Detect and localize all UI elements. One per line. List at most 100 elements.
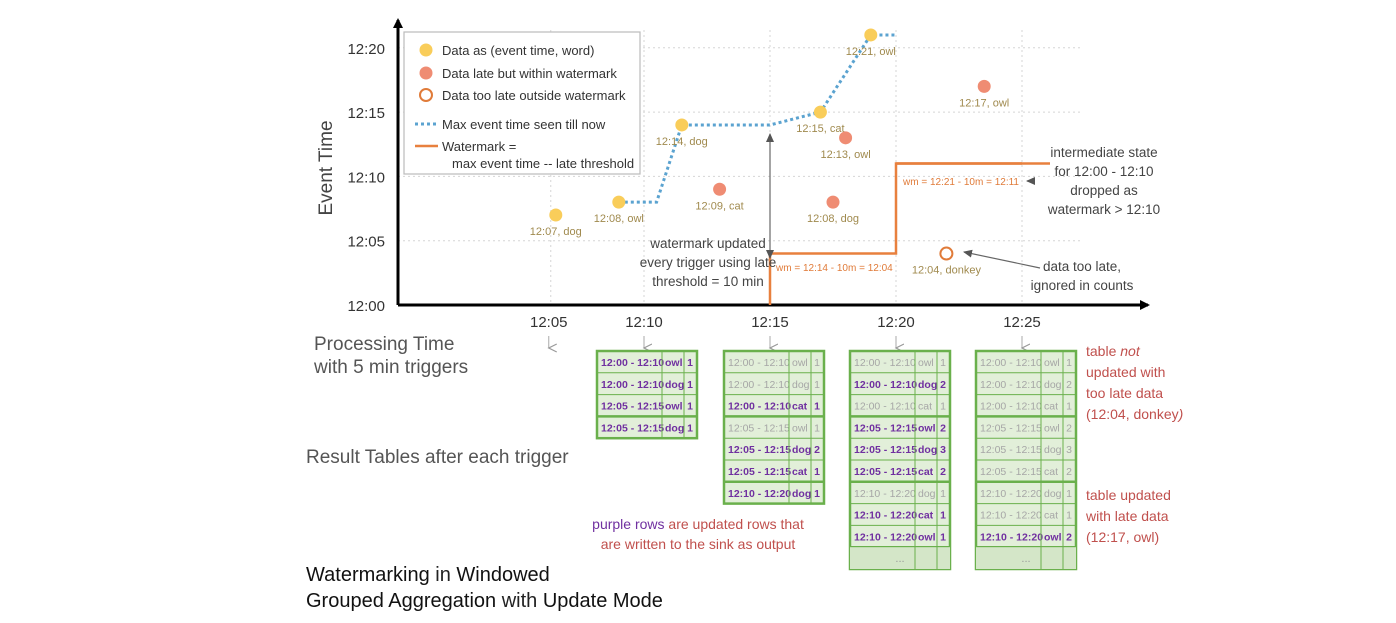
table-cell-window: 12:10 - 12:20 [980, 510, 1042, 522]
table-cell-count: 2 [1066, 379, 1072, 391]
table-cell-window: 12:00 - 12:10 [728, 379, 790, 391]
table-ellipsis-bg [976, 547, 1076, 569]
point-label: 12:04, donkey [912, 265, 982, 277]
table-cell-window: 12:00 - 12:10 [980, 357, 1042, 369]
table-cell-key: dog [918, 488, 936, 500]
data-point [813, 105, 827, 119]
table-cell-count: 1 [687, 357, 693, 369]
table-cell-window: 12:10 - 12:20 [728, 488, 791, 500]
table-cell-count: 1 [814, 401, 820, 413]
chart-series [618, 33, 1050, 305]
table-cell-window: 12:00 - 12:10 [980, 379, 1042, 391]
table-cell-count: 1 [687, 422, 693, 434]
table-cell-window: 12:00 - 12:10 [601, 357, 664, 369]
table-cell-count: 1 [940, 357, 946, 369]
table-cell-key: owl [792, 422, 808, 434]
intermediate-state-note: intermediate state for 12:00 - 12:10 dro… [1047, 145, 1161, 217]
table-cell-window: 12:05 - 12:15 [980, 466, 1042, 478]
table-cell-window: 12:05 - 12:15 [601, 422, 664, 434]
table-cell-count: 1 [1066, 488, 1072, 500]
x-tick-label: 12:20 [877, 314, 915, 331]
late-point [977, 79, 991, 93]
table-cell-key: cat [792, 466, 808, 478]
table-cell-window: 12:00 - 12:10 [728, 401, 791, 413]
table-cell-key: dog [918, 379, 937, 391]
table-cell-key: cat [792, 401, 808, 413]
table-cell-window: 12:05 - 12:15 [601, 401, 664, 413]
legend-label: Data as (event time, word) [442, 43, 594, 58]
legend-data-icon [419, 43, 433, 57]
x-tick-label: 12:25 [1003, 314, 1041, 331]
table-cell-window: 12:05 - 12:15 [728, 422, 790, 434]
table-cell-key: owl [1044, 422, 1060, 434]
table-cell-key: owl [1044, 531, 1062, 543]
x-axis-label: Processing Time with 5 min triggers [314, 334, 469, 378]
table-cell-count: 2 [1066, 531, 1072, 543]
y-tick-label: 12:10 [347, 169, 385, 186]
table-cell-count: 1 [814, 422, 820, 434]
late-point [839, 131, 853, 145]
watermark-updated-note: watermark updated every trigger using la… [639, 236, 777, 289]
table-cell-count: 1 [940, 510, 946, 522]
table-cell-key: cat [1044, 510, 1058, 522]
table-cell-key: dog [1044, 444, 1062, 456]
table-cell-key: owl [665, 401, 683, 413]
table-cell-count: 2 [814, 444, 820, 456]
point-label: 12:08, dog [807, 213, 859, 225]
table-cell-window: 12:05 - 12:15 [854, 422, 917, 434]
watermark-label-1: wm = 12:14 - 10m = 12:04 [776, 263, 893, 274]
table-cell-count: 1 [1066, 357, 1072, 369]
table-cell-window: 12:10 - 12:20 [854, 510, 917, 522]
table-cell-key: cat [918, 510, 934, 522]
table-cell-key: owl [1044, 357, 1060, 369]
table-cell-window: 12:00 - 12:10 [854, 379, 917, 391]
point-label: 12:09, cat [695, 200, 743, 212]
chart-legend: Data as (event time, word) Data late but … [403, 31, 641, 175]
table-cell-count: 1 [1066, 510, 1072, 522]
chart-ticks: 12:00 12:05 12:10 12:15 12:20 12:05 12:10 12:15… [316, 41, 1041, 348]
table-cell-key: dog [665, 422, 684, 434]
table-cell-count: 1 [814, 466, 820, 478]
table-cell-count: 2 [1066, 422, 1072, 434]
data-point [549, 208, 563, 222]
table-cell-count: 1 [814, 357, 820, 369]
table-cell-count: 2 [940, 422, 946, 434]
table-cell-key: dog [1044, 379, 1062, 391]
y-tick-label: 12:05 [347, 234, 385, 251]
result-tables-label: Result Tables after each trigger [306, 447, 569, 468]
table-cell-key: cat [918, 401, 932, 413]
table-cell-key: dog [665, 379, 684, 391]
y-tick-label: 12:00 [347, 298, 385, 315]
table-cell-count: 1 [687, 379, 693, 391]
table-cell-key: dog [792, 444, 811, 456]
y-axis-label: Event Time [316, 120, 337, 215]
x-tick-label: 12:05 [530, 314, 568, 331]
data-point [612, 195, 626, 209]
x-tick-label: 12:10 [625, 314, 663, 331]
table-cell-key: dog [792, 488, 811, 500]
result-tables: 12:00 - 12:10 owl 112:00 - 12:10 dog 112:05 … [595, 349, 1078, 571]
table-cell-window: 12:05 - 12:15 [854, 466, 917, 478]
table-cell-key: cat [1044, 401, 1058, 413]
legend-box [403, 31, 641, 175]
legend-label-2: max event time -- late threshold [452, 156, 634, 171]
table-cell-count: 3 [1066, 444, 1072, 456]
table-cell-window: 12:00 - 12:10 [980, 401, 1042, 413]
table-cell-count: 1 [940, 401, 946, 413]
table-ellipsis: ... [1021, 553, 1030, 565]
legend-late-icon [419, 66, 433, 80]
chart-axes [393, 18, 1150, 310]
legend-label: Data too late outside watermark [442, 88, 626, 103]
purple-rows-note: purple rows are updated rows that are wr… [592, 516, 804, 552]
y-tick-label: 12:15 [347, 105, 385, 122]
data-point [675, 118, 689, 132]
table-ellipsis-bg [850, 547, 950, 569]
table-cell-key: dog [918, 444, 937, 456]
point-label: 12:14, dog [656, 136, 708, 148]
data-point [864, 28, 878, 42]
point-label: 12:21, owl [846, 46, 896, 58]
point-label: 12:13, owl [821, 149, 871, 161]
table-cell-key: owl [918, 531, 936, 543]
table-cell-count: 1 [1066, 401, 1072, 413]
